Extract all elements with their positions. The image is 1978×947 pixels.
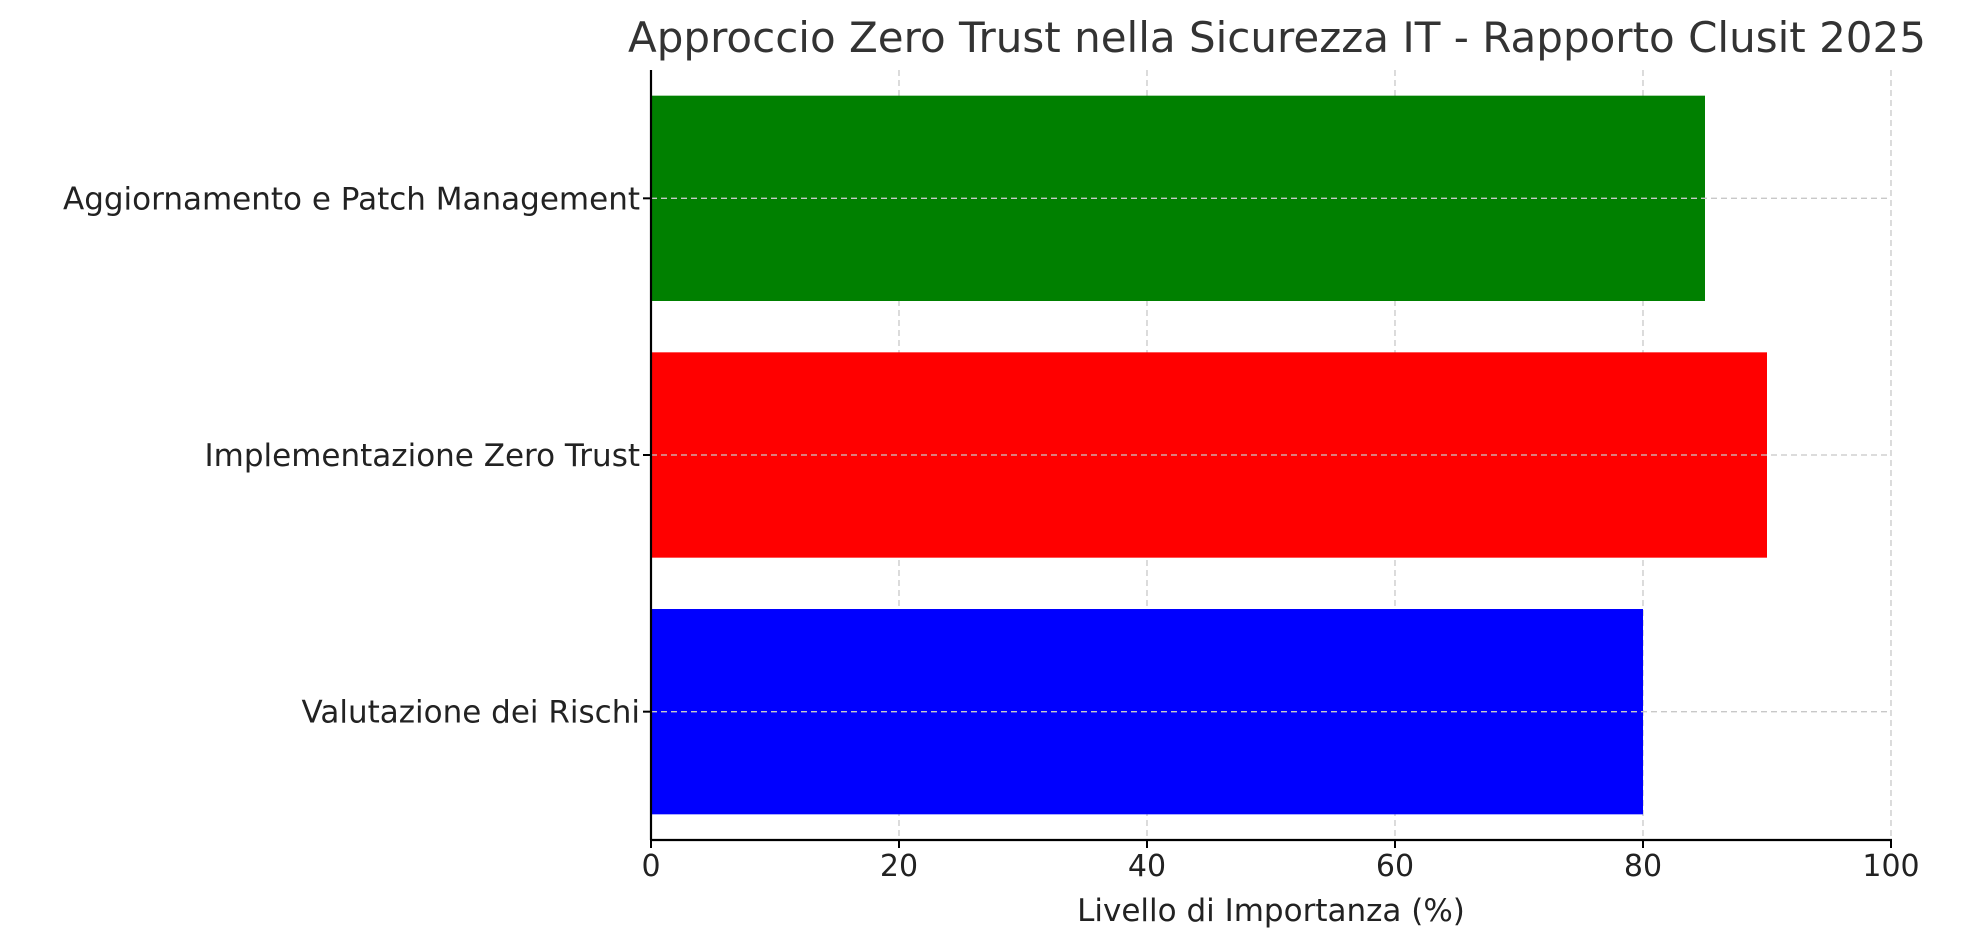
bars [651,95,1767,815]
x-tick-label-20: 20 [880,849,918,884]
x-tick-label-100: 100 [1862,849,1919,884]
y-axis-category-labels: Valutazione dei Rischi Implementazione Ze… [63,181,651,731]
horizontal-grid-lines [651,197,1891,713]
y-category-label-implementazione-zero-trust: Implementazione Zero Trust [205,438,640,474]
chart-title: Approccio Zero Trust nella Sicurezza IT … [628,13,1926,62]
x-tick-label-0: 0 [641,849,660,884]
bar-implementazione-zero-trust [651,352,1767,558]
x-tick-label-60: 60 [1376,849,1414,884]
x-tick-label-40: 40 [1128,849,1166,884]
y-category-label-valutazione-dei-rischi: Valutazione dei Rischi [302,695,640,731]
x-tick-label-80: 80 [1624,849,1662,884]
x-axis-ticks: 0 20 40 60 80 100 [641,840,1920,884]
x-axis-label: Livello di Importanza (%) [1077,893,1465,929]
y-category-label-aggiornamento-e-patch-management: Aggiornamento e Patch Management [63,181,640,217]
